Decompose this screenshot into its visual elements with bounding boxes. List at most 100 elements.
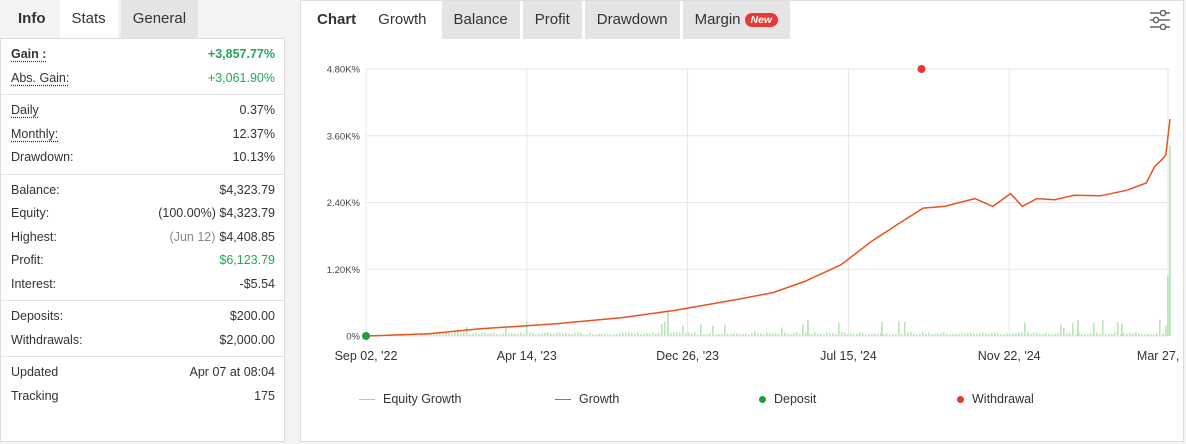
activity-bar (913, 333, 915, 336)
stat-monthly: Monthly: 12.37% (1, 123, 284, 147)
activity-bar (721, 333, 723, 336)
legend-dot-icon (759, 396, 766, 404)
activity-bar (892, 334, 894, 336)
stat-interest: Interest: -$5.54 (1, 273, 284, 297)
activity-bar (568, 333, 570, 336)
growth-chart-svg: 0% 1.20K% 2.40K% 3.60K% 4.80K% Sep 02, '22 Ap… (327, 65, 1183, 364)
activity-bar (649, 333, 651, 336)
activity-bar (499, 334, 501, 336)
gain-label[interactable]: Gain : (11, 47, 47, 61)
activity-bar (865, 334, 867, 336)
activity-bar (769, 333, 771, 336)
tab-margin[interactable]: Margin New (682, 1, 791, 39)
activity-bar (505, 328, 507, 336)
activity-bar (484, 332, 486, 336)
activity-bar (691, 333, 693, 336)
activity-bar (778, 333, 780, 336)
tab-profit[interactable]: Profit (522, 1, 582, 39)
daily-label[interactable]: Daily (11, 103, 39, 117)
activity-bar (655, 333, 657, 336)
activity-bar (922, 332, 924, 336)
tab-stats[interactable]: Stats (59, 0, 118, 38)
activity-bar (1090, 333, 1092, 336)
legend-growth[interactable]: Growth (555, 389, 619, 409)
activity-bar (694, 332, 696, 336)
activity-bar (961, 332, 963, 336)
activity-bar (472, 333, 474, 336)
activity-bar (889, 334, 891, 336)
tab-margin-label: Margin (694, 11, 741, 28)
activity-bar (667, 312, 669, 336)
stats-list: Gain : +3,857.77% Abs. Gain: +3,061.90% … (0, 38, 285, 442)
updated-value: Apr 07 at 08:04 (189, 365, 275, 379)
activity-bar (799, 333, 801, 336)
activity-bar (460, 333, 462, 336)
activity-bar (1169, 146, 1171, 336)
activity-bar (727, 333, 729, 336)
activity-bar (454, 330, 456, 336)
activity-bar (592, 334, 594, 336)
tab-balance[interactable]: Balance (441, 1, 520, 39)
activity-bar (1093, 323, 1095, 336)
activity-bar (886, 333, 888, 336)
activity-bar (712, 325, 714, 336)
legend-line-icon (555, 398, 571, 401)
abs-gain-label[interactable]: Abs. Gain: (11, 70, 70, 85)
meta-group: Updated Apr 07 at 08:04 Tracking 175 (1, 357, 284, 412)
activity-bar (793, 332, 795, 336)
sliders-icon[interactable] (1149, 9, 1171, 31)
new-badge: New (744, 13, 779, 27)
activity-bar (877, 333, 879, 336)
x-tick-label: Sep 02, '22 (335, 349, 398, 363)
legend-line-icon (359, 398, 375, 401)
activity-bar (1009, 333, 1011, 336)
activity-bar (598, 333, 600, 336)
legend-deposit[interactable]: Deposit (759, 389, 816, 409)
activity-bar (1030, 333, 1032, 336)
activity-bar (940, 333, 942, 336)
chart-tabs: Chart Growth Balance Profit Drawdown Mar… (301, 1, 793, 39)
tab-drawdown[interactable]: Drawdown (584, 1, 680, 39)
activity-bar (1000, 334, 1002, 336)
activity-bar (622, 332, 624, 336)
tab-growth[interactable]: Growth (366, 1, 439, 39)
activity-bar (841, 332, 843, 336)
activity-bar (517, 333, 519, 336)
stat-balance: Balance: $4,323.79 (1, 179, 284, 203)
legend-dot-icon (957, 396, 964, 404)
gain-group: Gain : +3,857.77% Abs. Gain: +3,061.90% (1, 39, 284, 95)
y-tick-label: 2.40K% (327, 198, 361, 209)
activity-bar (820, 333, 822, 336)
activity-bar (1167, 276, 1169, 336)
growth-chart: 0% 1.20K% 2.40K% 3.60K% 4.80K% Sep 02, '22 Ap… (301, 41, 1183, 441)
highest-label: Highest: (11, 229, 57, 244)
activity-bar (1120, 333, 1122, 336)
activity-bar (634, 333, 636, 336)
activity-bar (445, 332, 447, 336)
activity-bar (1153, 334, 1155, 336)
activity-bar (586, 334, 588, 336)
activity-bar (1156, 333, 1158, 336)
legend-withdrawal[interactable]: Withdrawal (957, 389, 1034, 409)
activity-bar (1033, 332, 1035, 336)
activity-bar (526, 320, 528, 336)
activity-bar (934, 333, 936, 336)
activity-bar (958, 333, 960, 336)
balance-value: $4,323.79 (219, 182, 275, 197)
monthly-label[interactable]: Monthly: (11, 126, 59, 141)
activity-bar (946, 333, 948, 336)
activity-bar (790, 333, 792, 336)
activity-bar (1102, 320, 1104, 336)
tab-info[interactable]: Info (18, 10, 46, 27)
activity-bar (1042, 334, 1044, 336)
legend-equity-growth[interactable]: Equity Growth (359, 389, 462, 409)
activity-bar (439, 332, 441, 336)
activity-bar (1099, 333, 1101, 336)
activity-bar (1051, 334, 1053, 336)
activity-bar (577, 332, 579, 336)
tab-general[interactable]: General (120, 0, 199, 38)
activity-bar (466, 326, 468, 336)
tab-chart[interactable]: Chart (317, 11, 357, 28)
activity-bar (847, 334, 849, 336)
activity-bar (1121, 324, 1123, 336)
